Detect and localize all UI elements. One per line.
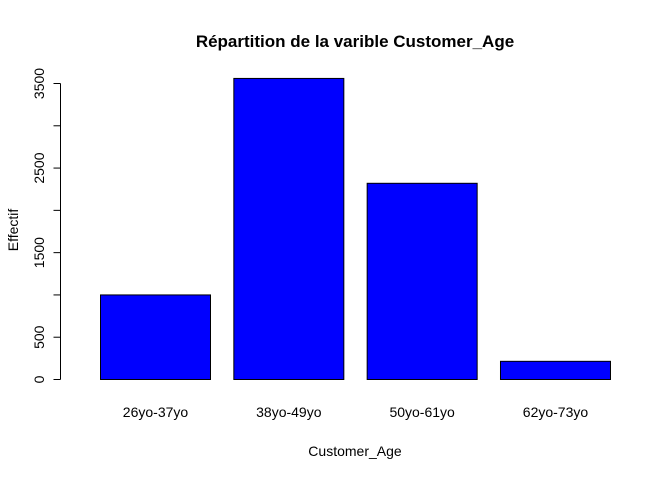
y-tick-label: 0 bbox=[31, 375, 47, 383]
y-axis-label: Effectif bbox=[5, 209, 21, 252]
x-tick-labels: 26yo-37yo 38yo-49yo 50yo-61yo 62yo-73yo bbox=[123, 404, 589, 420]
x-tick-label: 38yo-49yo bbox=[256, 404, 322, 420]
bars-group bbox=[100, 77, 611, 380]
x-tick-label: 26yo-37yo bbox=[123, 404, 189, 420]
y-axis: 0 500 1500 2500 3500 bbox=[31, 68, 61, 383]
x-tick-label: 50yo-61yo bbox=[389, 404, 455, 420]
y-tick-label: 3500 bbox=[31, 68, 47, 99]
chart-title: Répartition de la varible Customer_Age bbox=[196, 32, 514, 51]
y-tick-label: 1500 bbox=[31, 237, 47, 268]
bar-50yo-61yo bbox=[366, 182, 478, 380]
y-tick-label: 2500 bbox=[31, 152, 47, 183]
bar-26yo-37yo bbox=[100, 294, 211, 380]
y-tick-label: 500 bbox=[31, 325, 47, 349]
bar-62yo-73yo bbox=[499, 360, 611, 380]
x-axis-label: Customer_Age bbox=[308, 443, 402, 459]
x-tick-label: 62yo-73yo bbox=[523, 404, 589, 420]
bar-38yo-49yo bbox=[233, 77, 345, 380]
